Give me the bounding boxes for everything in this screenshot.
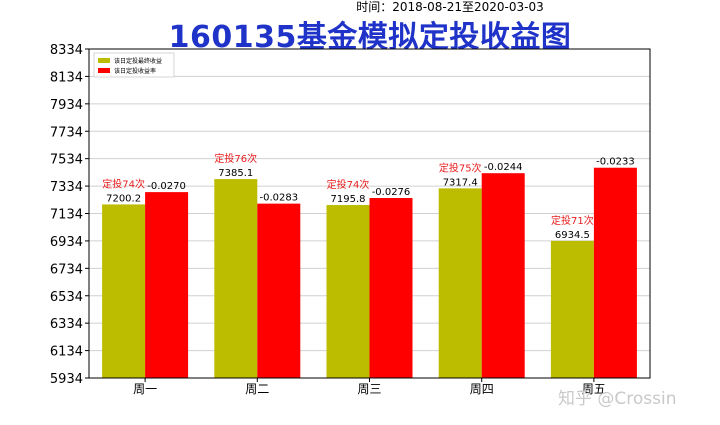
y-tick-label: 7734 — [50, 125, 83, 140]
x-tick-label: 周二 — [245, 382, 269, 396]
x-tick-label: 周五 — [582, 382, 606, 396]
bar-rate-label: -0.0276 — [372, 187, 411, 198]
bar-value-label: 6934.5 — [555, 230, 590, 241]
y-tick-label: 6734 — [50, 262, 83, 277]
bar-rate-label: -0.0244 — [484, 162, 523, 173]
y-tick-label: 7534 — [50, 153, 83, 168]
plot-frame — [88, 48, 651, 379]
legend-box — [93, 52, 175, 78]
y-tick-label: 7934 — [50, 98, 83, 113]
bar-value-label: 7200.2 — [106, 193, 141, 204]
invest-count-annotation: 定投74次 — [102, 177, 145, 190]
y-tick-label: 6934 — [50, 235, 83, 250]
bar-final-return — [214, 179, 258, 378]
legend-swatch — [98, 58, 110, 63]
invest-count-annotation: 定投75次 — [439, 161, 482, 174]
y-tick-label: 6134 — [50, 345, 83, 360]
y-tick-label: 8134 — [50, 70, 83, 85]
y-tick-label: 5934 — [50, 372, 83, 387]
bar-final-return — [438, 188, 482, 378]
bar-value-label: 7385.1 — [218, 168, 253, 179]
y-tick-label: 7334 — [50, 180, 83, 195]
bar-return-rate — [145, 192, 189, 378]
legend-label: 该日定投收益率 — [114, 67, 156, 75]
legend-swatch — [98, 68, 110, 73]
invest-count-annotation: 定投76次 — [214, 152, 257, 165]
bar-return-rate — [257, 203, 301, 378]
bar-final-return — [550, 240, 594, 378]
y-tick-label: 8334 — [50, 43, 83, 58]
invest-count-annotation: 定投71次 — [551, 214, 594, 227]
x-tick-label: 周一 — [133, 382, 157, 396]
bar-return-rate — [369, 198, 413, 378]
bar-final-return — [102, 204, 146, 378]
bar-rate-label: -0.0270 — [147, 181, 186, 192]
y-tick-label: 7134 — [50, 208, 83, 223]
chart-subtitle: 时间：2018-08-21至2020-03-03 — [356, 0, 544, 14]
legend-label: 该日定投最终收益 — [114, 57, 162, 65]
bar-rate-label: -0.0233 — [596, 157, 635, 168]
y-tick-label: 6334 — [50, 317, 83, 332]
x-tick-label: 周四 — [470, 382, 494, 396]
bar-value-label: 7195.8 — [331, 194, 366, 205]
bar-value-label: 7317.4 — [443, 177, 478, 188]
bar-return-rate — [481, 173, 525, 378]
bar-rate-label: -0.0283 — [259, 193, 298, 204]
x-tick-label: 周三 — [357, 382, 381, 396]
bar-final-return — [326, 205, 370, 378]
bar-return-rate — [593, 167, 637, 378]
watermark: 知乎 @Crossin — [558, 389, 677, 409]
y-tick-label: 6534 — [50, 290, 83, 305]
invest-count-annotation: 定投74次 — [327, 178, 370, 191]
